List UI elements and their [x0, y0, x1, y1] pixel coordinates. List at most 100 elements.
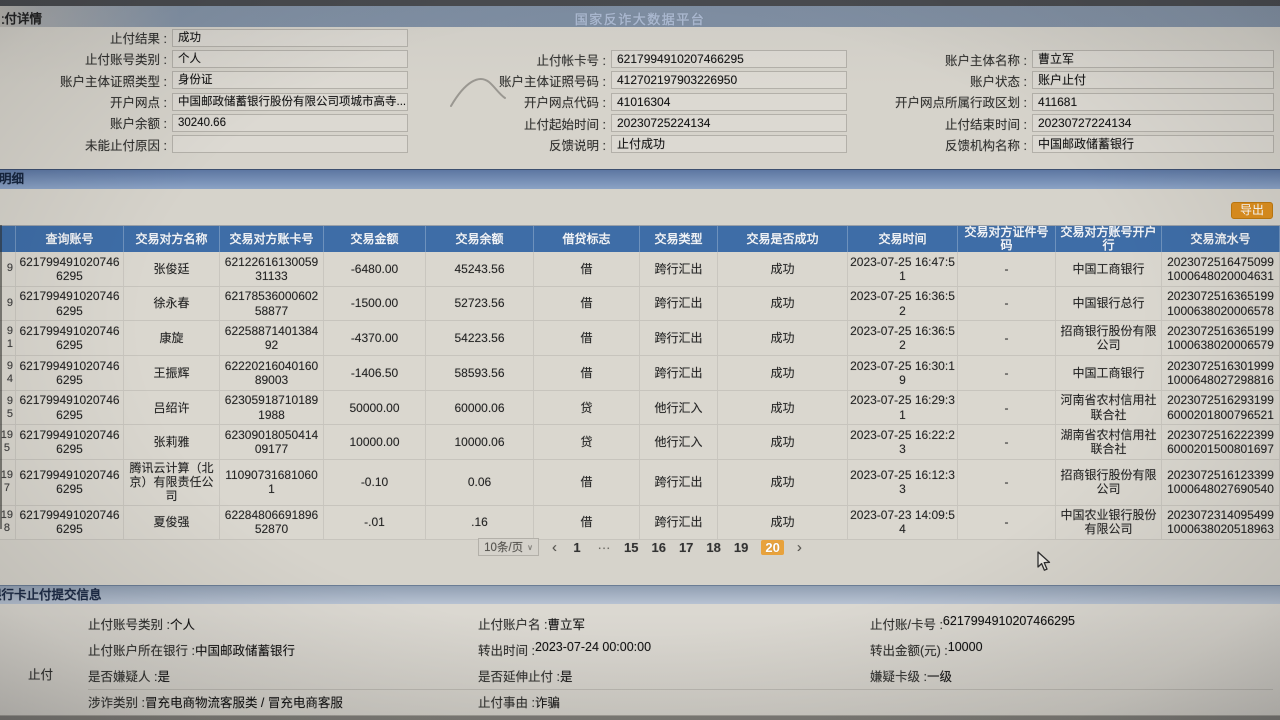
form-row: 止付帐卡号 : 6217994910207466295 — [413, 49, 847, 70]
cell-party-bank: 中国银行总行 — [1056, 286, 1162, 321]
form-field-label: 账户主体证照类型 : — [60, 74, 167, 89]
app-title: 国家反诈大数据平台 — [574, 12, 706, 27]
form-field-value — [172, 135, 408, 154]
field-label: 是否嫌疑人 : — [88, 669, 158, 684]
cell-party-card: 6230901805041409177 — [220, 425, 324, 460]
page-size-select[interactable]: 10条/页 ∨ — [478, 538, 540, 556]
pagination-page[interactable]: 20 — [761, 539, 784, 555]
cell-serial: 20230725163019991000648027298816 — [1162, 356, 1280, 390]
table-row[interactable]: 19 8 6217994910207466295 夏俊强 62284806691… — [0, 505, 1280, 541]
cell-party-bank: 招商银行股份有限公司 — [1056, 460, 1162, 505]
col-header-time: 交易时间 — [848, 226, 958, 252]
prev-page-button[interactable]: ‹ — [552, 538, 558, 556]
transactions-section-bar: 明细 — [0, 169, 1280, 189]
table-row[interactable]: 19 7 6217994910207466295 腾讯云计算（北京）有限责任公司… — [0, 460, 1280, 506]
cell-time: 2023-07-23 14:09:54 — [848, 505, 958, 540]
field-label: 止付账/卡号 : — [870, 617, 943, 632]
form-field-label: 账户状态 : — [970, 74, 1027, 89]
cell-debit-flag: 借 — [534, 286, 640, 321]
pagination-page[interactable]: ··· — [597, 539, 611, 555]
form-field-label: 开户网点代码 : — [524, 96, 606, 111]
cell-party-bank: 中国工商银行 — [1056, 252, 1162, 286]
col-header-success: 交易是否成功 — [718, 226, 848, 252]
pagination-page[interactable]: 19 — [733, 539, 749, 555]
table-row[interactable]: 19 5 6217994910207466295 张莉雅 62309018050… — [0, 425, 1280, 461]
page-size-label: 10条/页 — [484, 542, 524, 554]
table-row[interactable]: 9 6217994910207466295 张俊廷 62122616130059… — [0, 252, 1280, 287]
form-field-label: 账户余额 : — [110, 117, 167, 132]
cell-party-bank: 湖南省农村信用社联合社 — [1056, 425, 1162, 460]
submit-info-field: 止付账户所在银行 : 中国邮政储蓄银行 — [88, 640, 478, 659]
screen-bottom-edge — [0, 716, 1280, 720]
cell-success: 成功 — [718, 505, 848, 540]
table-row[interactable]: 9 1 6217994910207466295 康旋 6225887140138… — [0, 321, 1280, 357]
cell-party-bank: 河南省农村信用社联合社 — [1056, 390, 1162, 425]
form-field-value: 411681 — [1032, 92, 1274, 111]
form-field-label: 未能止付原因 : — [85, 138, 167, 153]
submit-info-field: 止付账号类别 : 个人 — [88, 614, 478, 633]
pagination-page[interactable]: 16 — [651, 539, 666, 555]
cell-debit-flag: 借 — [534, 252, 640, 286]
form-row: 止付结果 : 成功 — [0, 27, 408, 48]
form-field-value: 成功 — [172, 28, 408, 47]
cell-time: 2023-07-25 16:29:31 — [848, 390, 958, 425]
cell-success: 成功 — [718, 321, 848, 356]
table-row[interactable]: 9 4 6217994910207466295 王振辉 622202160401… — [0, 356, 1280, 391]
cell-debit-flag: 贷 — [534, 425, 640, 460]
cell-clipped-fragment: 19 7 — [0, 460, 16, 505]
form-row: 开户网点 : 中国邮政储蓄银行股份有限公司项城市高寺... — [0, 91, 408, 112]
form-field-value: 止付成功 — [611, 135, 847, 154]
field-value: 诈骗 — [534, 695, 560, 710]
col-header-party-id: 交易对方证件号码 — [958, 226, 1056, 252]
form-row: 止付账号类别 : 个人 — [0, 48, 408, 69]
field-value: 个人 — [169, 617, 195, 632]
export-button[interactable]: 导出 — [1230, 202, 1273, 219]
cell-time: 2023-07-25 16:22:23 — [848, 425, 958, 460]
pagination-page[interactable]: 15 — [624, 539, 639, 555]
pagination-page[interactable]: 1 — [573, 539, 581, 555]
cell-query-account: 6217994910207466295 — [16, 356, 124, 390]
cell-success: 成功 — [718, 425, 848, 460]
cell-party-card: 110907316810601 — [220, 460, 324, 505]
col-header-query-account: 查询账号 — [16, 226, 124, 252]
form-field-value: 中国邮政储蓄银行 — [1032, 135, 1274, 154]
submit-info-field: 止付事由 : 诈骗 — [478, 692, 870, 711]
form-field-value: 41016304 — [611, 92, 847, 111]
cell-party-id: - — [958, 356, 1056, 390]
cell-serial: 202307251647509910006480200​04631 — [1162, 252, 1280, 286]
page-title: 止付详情 — [2, 12, 43, 26]
cell-type: 跨行汇出 — [640, 286, 718, 321]
cell-party-id: - — [958, 390, 1056, 425]
cell-serial: 20230723140954991000638020518963 — [1162, 505, 1280, 540]
submit-row-label: 止付 — [28, 668, 54, 682]
pen-mark-artifact — [450, 78, 506, 107]
cell-party-name: 吕绍许 — [124, 390, 220, 425]
field-label: 转出时间 : — [478, 643, 535, 658]
form-row: 开户网点所属行政区划 : 411681 — [852, 91, 1274, 112]
cell-type: 他行汇入 — [640, 390, 718, 425]
cell-clipped-fragment: 9 4 — [0, 356, 16, 390]
pagination-page[interactable]: 18 — [706, 539, 721, 555]
table-row[interactable]: 9 6217994910207466295 徐永春 62178536000602… — [0, 286, 1280, 322]
col-header-amount: 交易金额 — [324, 226, 426, 252]
form-field-label: 账户主体名称 : — [945, 53, 1027, 68]
cell-party-id: - — [958, 286, 1056, 321]
cell-party-card: 623059187101891988 — [220, 390, 324, 425]
detail-form-col2: 止付帐卡号 : 6217994910207466295 账户主体证照号码 : 4… — [413, 49, 847, 155]
field-value: 是 — [157, 669, 170, 684]
form-field-value: 6217994910207466295 — [611, 50, 847, 69]
cell-party-id: - — [958, 460, 1056, 505]
cell-type: 跨行汇出 — [640, 356, 718, 390]
table-row[interactable]: 9 5 6217994910207466295 吕绍许 623059187101… — [0, 390, 1280, 426]
field-label: 止付事由 : — [478, 695, 535, 710]
form-field-value: 身份证 — [172, 71, 408, 90]
cell-type: 跨行汇出 — [640, 460, 718, 505]
cell-amount: -.01 — [324, 505, 426, 540]
form-row: 账户主体证照类型 : 身份证 — [0, 70, 408, 91]
next-page-button[interactable]: › — [796, 538, 802, 556]
form-field-label: 开户网点所属行政区划 : — [895, 96, 1027, 111]
cell-amount: -4370.00 — [324, 321, 426, 356]
form-row: 止付起始时间 : 20230725224134 — [413, 112, 847, 133]
pagination-page[interactable]: 17 — [678, 539, 694, 555]
cell-clipped-fragment: 9 1 — [0, 321, 16, 356]
